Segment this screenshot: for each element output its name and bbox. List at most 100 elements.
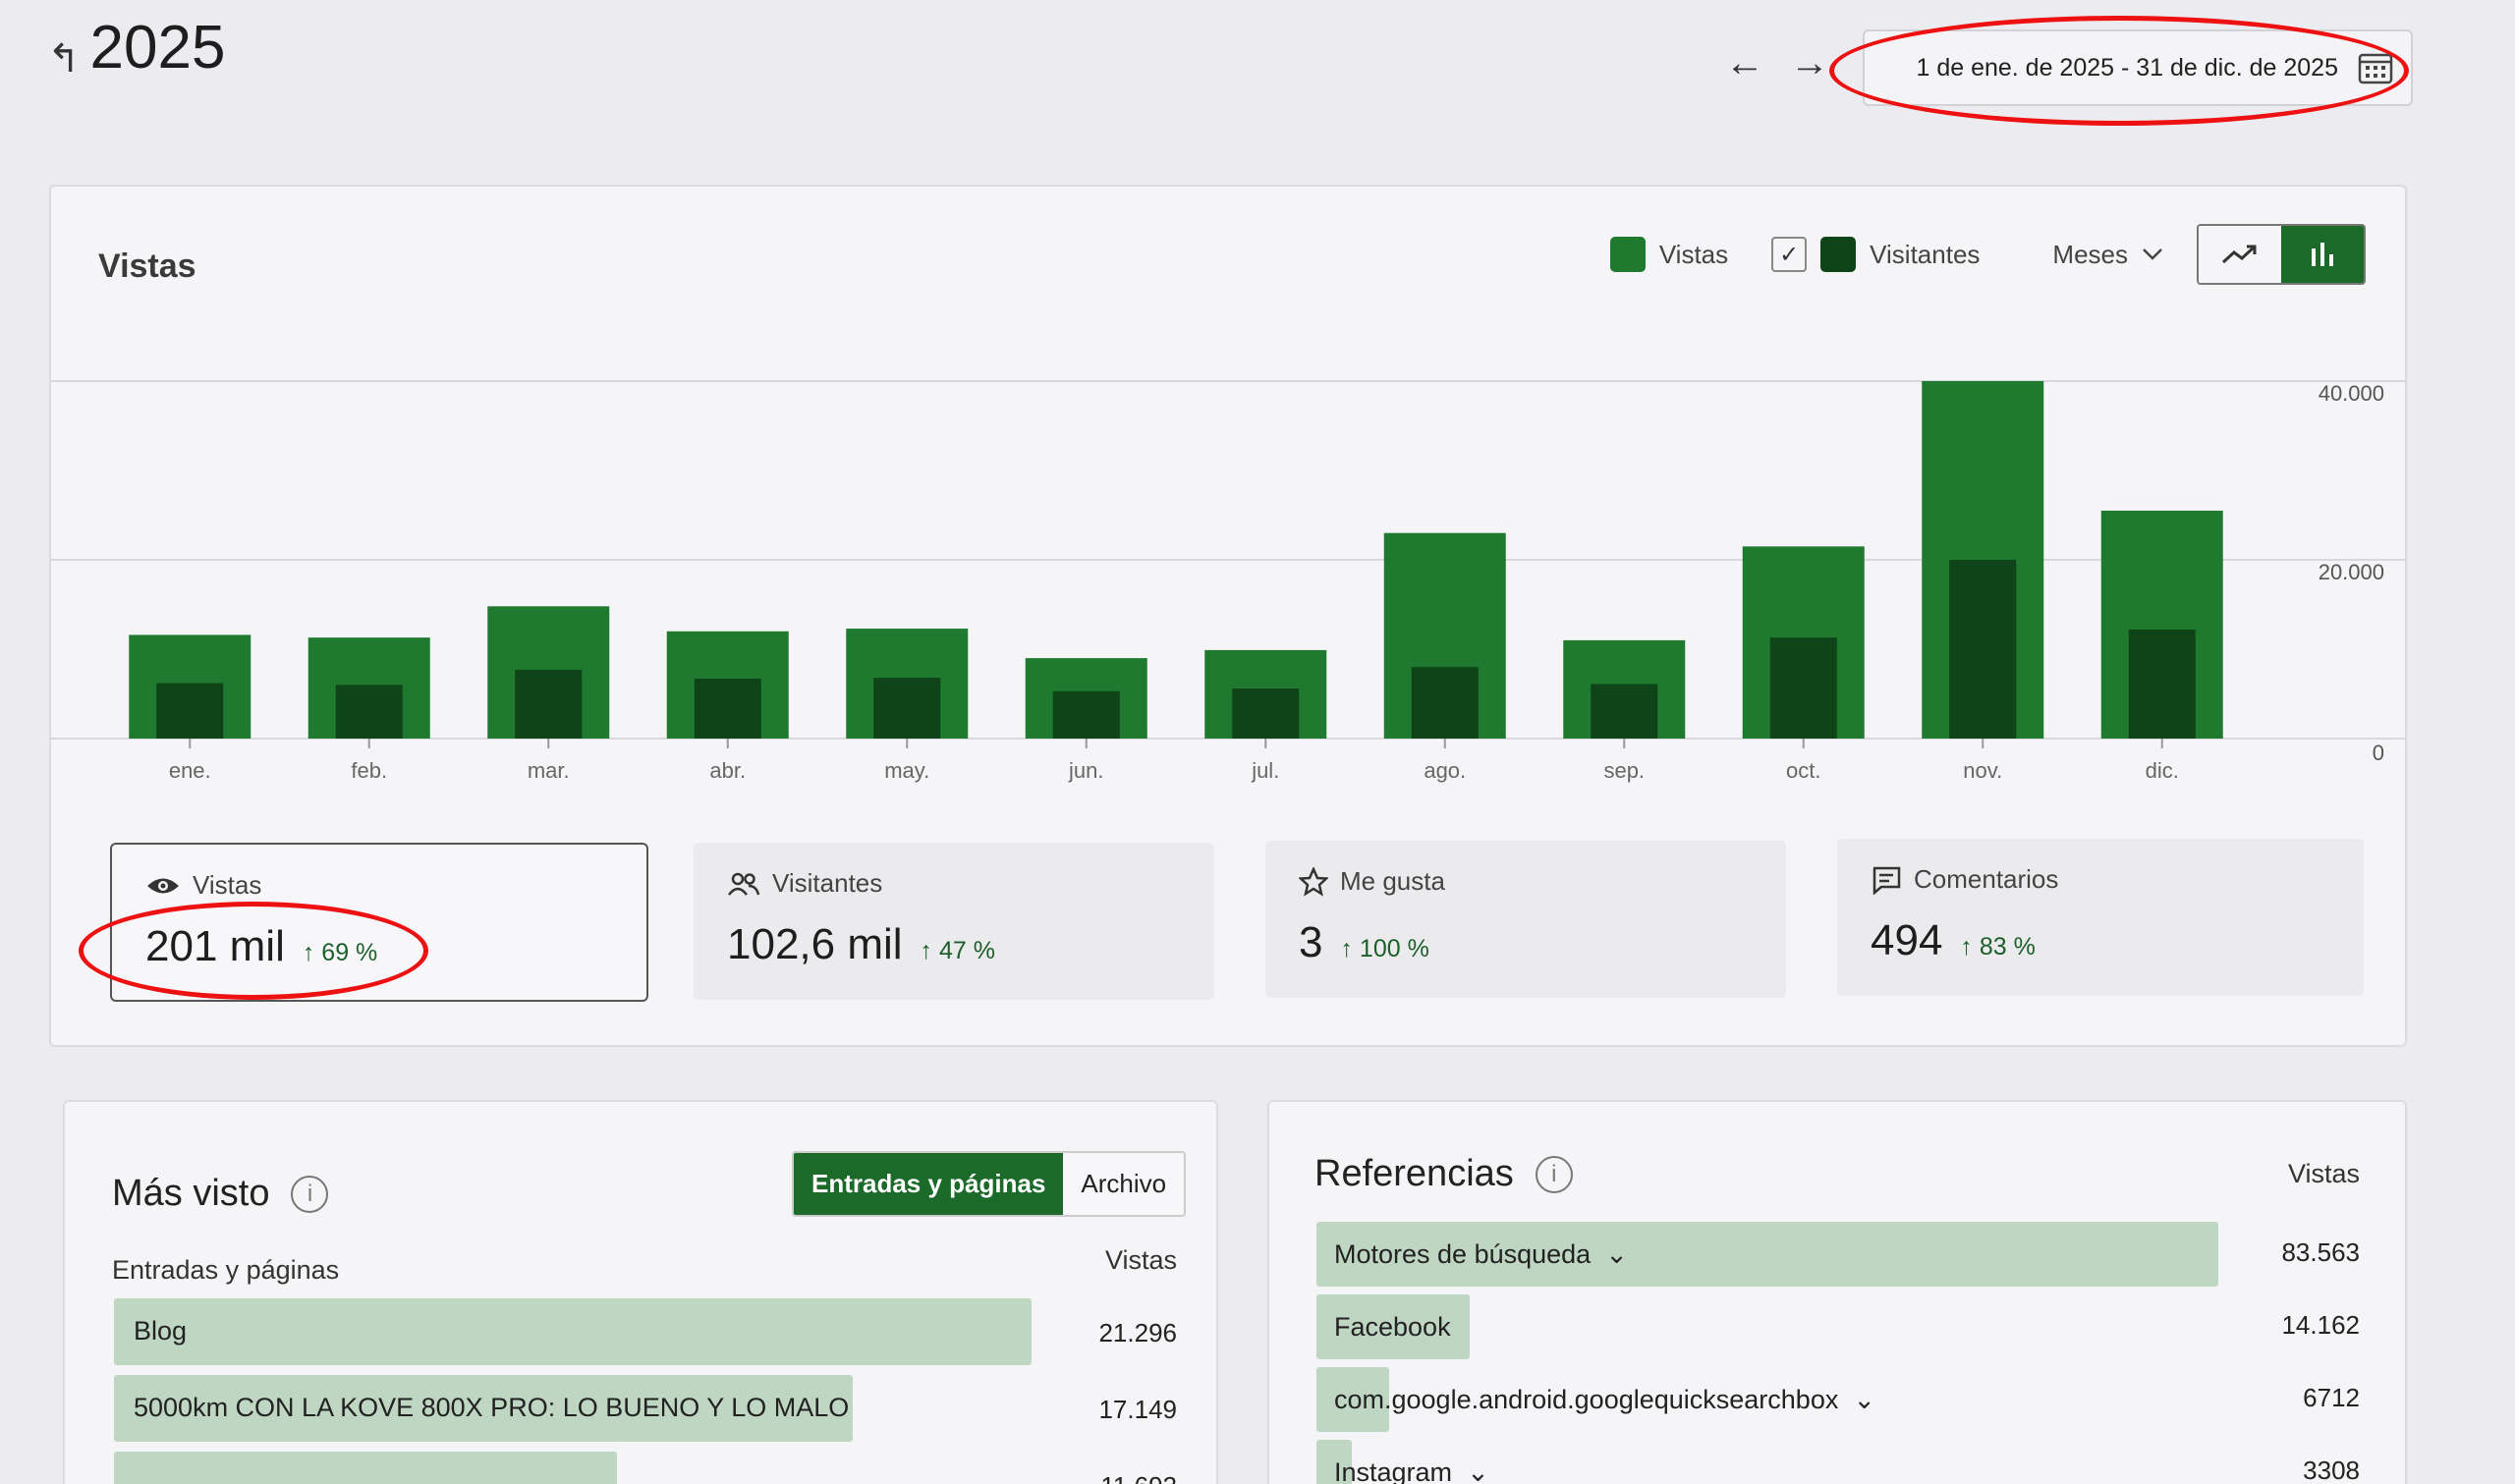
arrow-left-icon[interactable]: ←	[1725, 41, 1764, 84]
period-select-label: Meses	[2052, 239, 2128, 269]
referrers-card: Referencias i Vistas Motores de búsqueda…	[1267, 1100, 2407, 1484]
x-tick-label: nov.	[1963, 758, 2002, 783]
y-tick-label: 20.000	[2319, 560, 2384, 584]
x-tick-label: mar.	[528, 758, 570, 783]
list-item[interactable]: Blog	[134, 1316, 188, 1346]
stat-visitors-label: Visitantes	[772, 868, 883, 898]
most-viewed-card: Más visto i Entradas y páginas Archivo E…	[63, 1100, 1218, 1484]
most-viewed-bar	[114, 1298, 1032, 1365]
list-item-value: 3308	[2303, 1456, 2360, 1484]
x-tick-label: dic.	[2146, 758, 2179, 783]
highlight-ring-views	[79, 902, 428, 1000]
bar-visitors	[515, 669, 583, 739]
page-title: 2025	[89, 14, 226, 82]
list-item-label: Facebook	[1334, 1312, 1451, 1342]
chart-legend: Vistas ✓ Visitantes Meses	[1609, 224, 2366, 285]
referrer-bar	[1316, 1222, 2218, 1287]
chevron-down-icon: ⌄	[1459, 1457, 1489, 1484]
column-header-posts: Entradas y páginas	[112, 1255, 340, 1285]
stat-views-label: Vistas	[193, 870, 262, 900]
stat-comments[interactable]: Comentarios 494 ↑ 83 %	[1837, 839, 2364, 996]
bar-visitors	[1591, 684, 1658, 739]
x-tick-label: jun.	[1068, 758, 1103, 783]
visitors-swatch	[1820, 237, 1857, 272]
bar-visitors	[1949, 560, 2017, 739]
chart-type-toggle	[2197, 224, 2366, 285]
chevron-down-icon	[2143, 248, 2162, 260]
stat-likes-value: 3	[1299, 918, 1323, 966]
y-tick-label: 0	[2373, 741, 2384, 765]
line-chart-icon[interactable]	[2199, 226, 2281, 283]
stat-likes-label: Me gusta	[1340, 866, 1445, 896]
referrer-bar	[1316, 1294, 1470, 1359]
info-icon[interactable]: i	[291, 1175, 329, 1213]
chevron-down-icon: ⌄	[1845, 1385, 1875, 1414]
x-tick-label: sep.	[1603, 758, 1645, 783]
comment-icon	[1872, 866, 1901, 895]
back-arrow-icon[interactable]: ↰	[47, 37, 81, 81]
tab-archive[interactable]: Archivo	[1063, 1153, 1185, 1215]
x-tick-label: ene.	[169, 758, 211, 783]
bar-visitors	[873, 678, 941, 739]
list-item-value: 21.296	[1098, 1318, 1177, 1347]
legend-visitors-label: Visitantes	[1870, 239, 1981, 269]
tab-posts-pages[interactable]: Entradas y páginas	[794, 1153, 1064, 1215]
referrer-bar	[1316, 1367, 1389, 1432]
stat-comments-value: 494	[1871, 916, 1943, 964]
x-tick-label: abr.	[709, 758, 746, 783]
views-chart-card: Vistas Vistas ✓ Visitantes Meses 0 20.000…	[49, 185, 2407, 1047]
bar-visitors	[1769, 637, 1837, 739]
people-icon	[728, 872, 760, 896]
eye-icon	[147, 878, 179, 893]
bar-visitors	[156, 683, 224, 739]
most-viewed-bar	[114, 1452, 617, 1484]
list-item-value: 83.563	[2281, 1237, 2360, 1267]
column-header-views: Vistas	[1104, 1245, 1177, 1275]
highlight-ring-date	[1829, 16, 2409, 126]
page-header: ↰ 2025	[47, 14, 226, 82]
bar-visitors	[1232, 688, 1300, 739]
bar-visitors	[335, 685, 403, 739]
info-icon[interactable]: i	[1535, 1155, 1573, 1193]
stat-comments-change: ↑ 83 %	[1960, 933, 2036, 961]
stat-visitors[interactable]: Visitantes 102,6 mil ↑ 47 %	[694, 843, 1214, 1000]
list-item[interactable]: 5000km CON LA KOVE 800X PRO: LO BUENO Y …	[134, 1393, 850, 1422]
list-item[interactable]: Motores de búsqueda ⌄	[1334, 1239, 1628, 1270]
star-icon	[1299, 866, 1328, 897]
bar-visitors	[1052, 690, 1120, 739]
list-item[interactable]: com.google.android.googlequicksearchbox …	[1334, 1385, 1875, 1415]
period-select[interactable]: Meses	[2052, 240, 2163, 270]
list-item[interactable]: Facebook	[1334, 1312, 1451, 1343]
list-item-label: Motores de búsqueda	[1334, 1239, 1592, 1269]
bar-chart-icon[interactable]	[2281, 226, 2364, 283]
x-tick-label: jul.	[1251, 758, 1279, 783]
arrow-right-icon[interactable]: →	[1790, 41, 1829, 84]
list-item-label: com.google.android.googlequicksearchbox	[1334, 1385, 1839, 1414]
list-item-value: 6712	[2303, 1383, 2360, 1412]
list-item[interactable]: Instagram ⌄	[1334, 1457, 1489, 1484]
stat-visitors-change: ↑ 47 %	[920, 937, 995, 964]
chevron-down-icon: ⌄	[1597, 1239, 1628, 1269]
bar-visitors	[1411, 667, 1479, 739]
views-bar-chart: 0 20.000 40.000 ene. feb. mar. abr. may. jun. jul…	[51, 380, 2405, 783]
most-viewed-bar	[114, 1375, 853, 1442]
x-tick-label: oct.	[1786, 758, 1820, 783]
list-item-label: Instagram	[1334, 1457, 1453, 1484]
most-viewed-tabs: Entradas y páginas Archivo	[792, 1151, 1187, 1217]
y-tick-label: 40.000	[2319, 381, 2384, 406]
stat-likes[interactable]: Me gusta 3 ↑ 100 %	[1265, 841, 1786, 998]
visitors-checkbox[interactable]: ✓	[1771, 237, 1808, 272]
column-header-views: Vistas	[2287, 1159, 2360, 1188]
most-viewed-header: Más visto i	[112, 1173, 329, 1215]
referrers-title: Referencias	[1314, 1153, 1514, 1194]
referrers-header: Referencias i	[1314, 1153, 1573, 1195]
x-tick-label: ago.	[1424, 758, 1466, 783]
referrer-bar	[1316, 1440, 1352, 1484]
stat-comments-label: Comentarios	[1914, 864, 2059, 894]
period-navigation: ← →	[1725, 43, 1829, 82]
views-swatch	[1609, 237, 1646, 272]
stat-visitors-value: 102,6 mil	[727, 920, 903, 968]
stat-likes-change: ↑ 100 %	[1340, 935, 1429, 962]
list-item-value: 17.149	[1098, 1395, 1177, 1424]
chart-title: Vistas	[98, 247, 196, 285]
